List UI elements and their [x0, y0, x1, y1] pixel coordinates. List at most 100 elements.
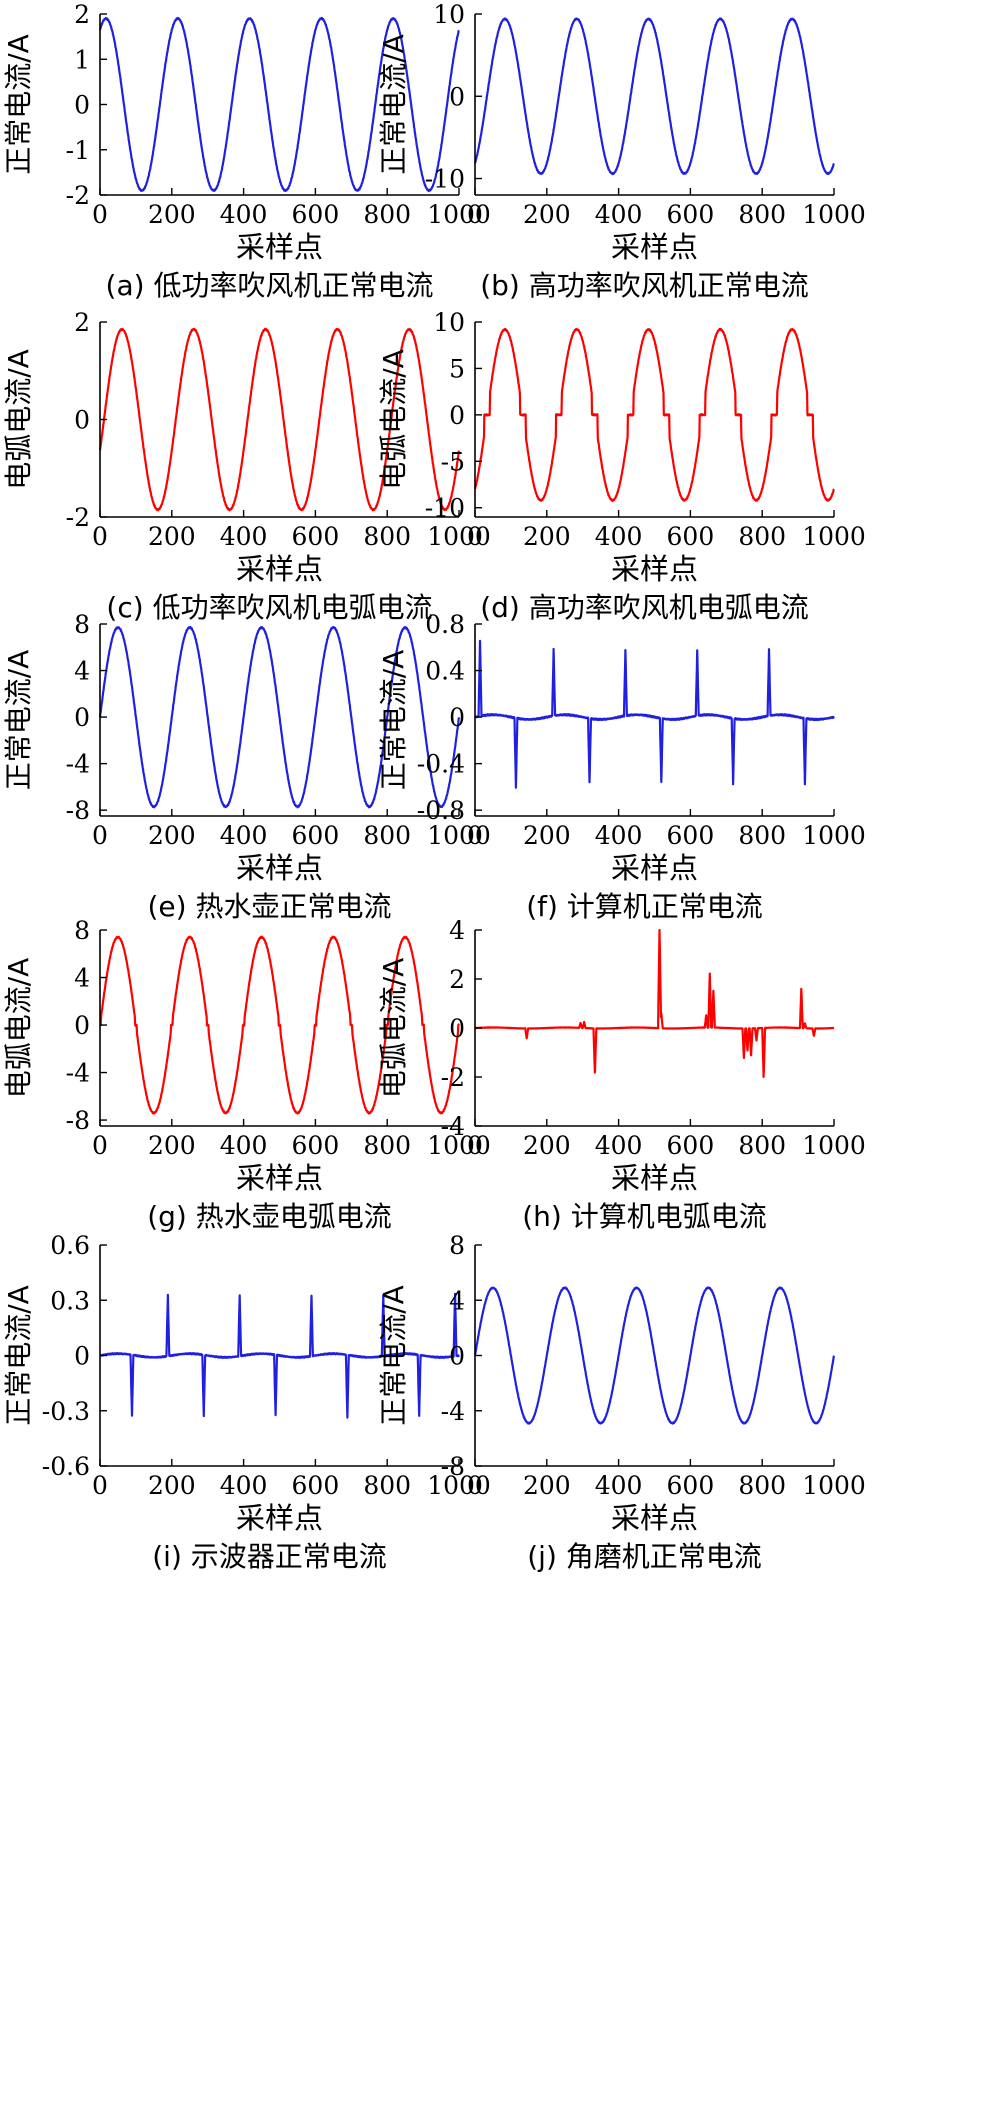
- x-tick-label-b: 1000: [802, 200, 866, 229]
- x-tick-label-a: 800: [363, 200, 411, 229]
- y-tick-label-a: 1: [74, 45, 90, 74]
- y-tick-label-e: -4: [66, 750, 90, 779]
- x-tick-label-g: 200: [148, 1131, 196, 1160]
- x-axis-label-b: 采样点: [611, 230, 698, 264]
- x-tick-label-i: 1000: [427, 1471, 491, 1500]
- series-line-d: [473, 327, 835, 502]
- y-tick-label-f: 0.4: [425, 657, 465, 686]
- x-tick-label-d: 1000: [802, 522, 866, 551]
- y-tick-label-f: -0.8: [417, 796, 465, 825]
- x-tick-label-e: 400: [220, 821, 268, 850]
- x-tick-label-f: 200: [523, 821, 571, 850]
- y-tick-label-b: 10: [433, 0, 465, 29]
- y-tick-label-a: 2: [74, 0, 90, 29]
- y-tick-label-c: 2: [74, 308, 90, 337]
- y-tick-label-c: 0: [74, 406, 90, 435]
- x-tick-label-e: 1000: [427, 821, 491, 850]
- y-tick-label-d: 5: [449, 354, 465, 383]
- y-axis-label-i: 正常电流/A: [2, 1285, 35, 1426]
- x-axis-label-d: 采样点: [611, 552, 698, 586]
- y-axis-label-d: 电弧电流/A: [377, 349, 410, 490]
- x-tick-label-g: 1000: [427, 1131, 491, 1160]
- x-tick-label-a: 400: [220, 200, 268, 229]
- series-line-b: [473, 17, 835, 176]
- x-axis-label-a: 采样点: [236, 230, 323, 264]
- y-tick-label-i: 0.3: [50, 1286, 90, 1315]
- y-tick-label-e: 0: [74, 703, 90, 732]
- caption-c: (c) 低功率吹风机电弧电流: [106, 591, 432, 624]
- y-tick-label-h: 0: [449, 1014, 465, 1043]
- y-axis-label-b: 正常电流/A: [377, 34, 410, 175]
- x-tick-label-g: 0: [92, 1131, 108, 1160]
- y-axis-label-c: 电弧电流/A: [2, 349, 35, 490]
- series-line-j: [473, 1286, 836, 1425]
- y-tick-label-f: 0.8: [425, 610, 465, 639]
- y-tick-label-e: 8: [74, 610, 90, 639]
- x-axis-label-g: 采样点: [236, 1161, 323, 1195]
- x-tick-label-a: 0: [92, 200, 108, 229]
- y-tick-label-d: 10: [433, 308, 465, 337]
- x-tick-label-j: 600: [667, 1471, 715, 1500]
- y-tick-label-i: -0.6: [42, 1452, 90, 1481]
- x-tick-label-i: 600: [292, 1471, 340, 1500]
- x-tick-label-a: 600: [292, 200, 340, 229]
- y-axis-label-a: 正常电流/A: [2, 34, 35, 175]
- x-axis-label-h: 采样点: [611, 1161, 698, 1195]
- series-line-c: [98, 327, 461, 512]
- y-tick-label-f: -0.4: [417, 750, 465, 779]
- x-tick-label-j: 0: [467, 1471, 483, 1500]
- series-line-h: [474, 928, 835, 1079]
- subplot-e: 0 200 400 600 800 1000 -8 -4 0 4 8 采样点 正常电流/A (e) 热水壶…: [2, 610, 491, 923]
- y-tick-label-g: -4: [66, 1059, 90, 1088]
- series-line-g: [99, 935, 460, 1115]
- x-tick-label-e: 800: [363, 821, 411, 850]
- x-tick-label-b: 400: [595, 200, 643, 229]
- x-tick-label-f: 800: [738, 821, 786, 850]
- x-tick-label-j: 1000: [802, 1471, 866, 1500]
- caption-i: (i) 示波器正常电流: [152, 1540, 387, 1573]
- x-tick-label-e: 0: [92, 821, 108, 850]
- caption-b: (b) 高功率吹风机正常电流: [480, 269, 809, 302]
- x-tick-label-c: 600: [292, 522, 340, 551]
- x-tick-label-b: 200: [523, 200, 571, 229]
- x-tick-label-h: 200: [523, 1131, 571, 1160]
- x-tick-label-c: 0: [92, 522, 108, 551]
- x-tick-label-d: 800: [738, 522, 786, 551]
- caption-d: (d) 高功率吹风机电弧电流: [480, 591, 809, 624]
- x-tick-label-c: 400: [220, 522, 268, 551]
- series-line-i: [99, 1292, 460, 1419]
- y-tick-label-b: -10: [425, 165, 465, 194]
- x-tick-label-a: 200: [148, 200, 196, 229]
- x-tick-label-f: 1000: [802, 821, 866, 850]
- y-tick-label-j: -8: [441, 1452, 465, 1481]
- x-tick-label-e: 600: [292, 821, 340, 850]
- y-tick-label-h: -2: [441, 1063, 465, 1092]
- series-line-a: [98, 16, 460, 193]
- x-axis-label-i: 采样点: [236, 1501, 323, 1535]
- subplot-i: 0 200 400 600 800 1000-0.6-0.300.30.6采样点正常电流/…: [2, 1231, 491, 1573]
- series-line-f: [474, 639, 835, 789]
- y-tick-label-h: 4: [449, 916, 465, 945]
- y-tick-label-g: 4: [74, 964, 90, 993]
- x-axis-label-c: 采样点: [236, 552, 323, 586]
- y-axis-label-j: 正常电流/A: [377, 1285, 410, 1426]
- y-tick-label-g: -8: [66, 1106, 90, 1135]
- x-tick-label-g: 400: [220, 1131, 268, 1160]
- y-tick-label-j: 8: [449, 1231, 465, 1260]
- y-tick-label-h: 2: [449, 965, 465, 994]
- caption-a: (a) 低功率吹风机正常电流: [106, 269, 434, 302]
- caption-h: (h) 计算机电弧电流: [522, 1200, 767, 1233]
- y-tick-label-a: 0: [74, 91, 90, 120]
- x-tick-label-h: 800: [738, 1131, 786, 1160]
- x-tick-label-h: 0: [467, 1131, 483, 1160]
- y-tick-label-b: 0: [449, 82, 465, 111]
- series-line-e: [98, 625, 461, 809]
- y-tick-label-a: -1: [66, 136, 90, 165]
- y-tick-label-d: -10: [425, 494, 465, 523]
- caption-f: (f) 计算机正常电流: [526, 890, 763, 923]
